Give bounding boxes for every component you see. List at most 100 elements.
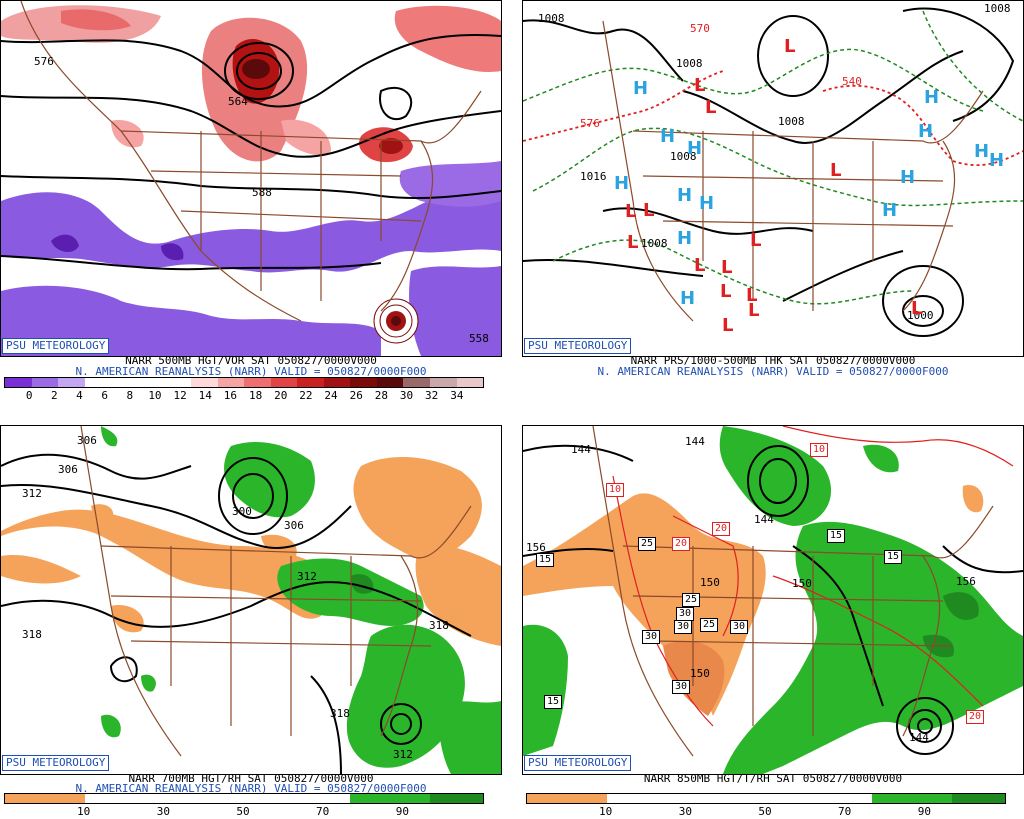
temperature-box-label: 25 <box>638 537 657 551</box>
colorbar-swatch <box>403 378 430 387</box>
isobar-label: 1008 <box>676 57 703 70</box>
colorbar-ticks: 10 30 50 70 90 <box>4 805 482 818</box>
colorbar-swatch <box>350 378 377 387</box>
high-pressure-marker: H <box>924 87 940 108</box>
colorbar-swatch <box>217 378 245 387</box>
contour-label: 318 <box>429 619 449 632</box>
colorbar-swatch <box>686 794 713 803</box>
colorbar-swatch <box>190 794 218 803</box>
map-700mb <box>0 425 502 775</box>
contour-label: 576 <box>34 55 54 68</box>
colorbar-tick-label: 70 <box>316 805 330 818</box>
colorbar-swatch <box>217 794 245 803</box>
isobar-label: 1008 <box>670 150 697 163</box>
colorbar-swatch <box>456 378 484 387</box>
colorbar-swatch <box>430 378 457 387</box>
high-pressure-marker: H <box>614 173 630 194</box>
panel-500mb-vorticity: 576 564 588 558 PSU METEOROLOGY NARR 500… <box>0 0 502 402</box>
temperature-box-label: 30 <box>642 630 661 644</box>
high-pressure-marker: H <box>687 138 703 159</box>
temperature-box-label: 10 <box>606 483 625 497</box>
map-700mb-svg <box>1 426 501 774</box>
low-pressure-marker: L <box>694 255 706 276</box>
contour-label: 300 <box>232 505 252 518</box>
low-pressure-marker: L <box>705 97 717 118</box>
contour-label: 306 <box>77 434 97 447</box>
colorbar-swatch <box>137 794 165 803</box>
temperature-box-label: 15 <box>827 529 846 543</box>
colorbar-tick-label: 0 <box>25 389 33 402</box>
colorbar-swatch <box>164 794 191 803</box>
psu-meteorology-badge: PSU METEOROLOGY <box>524 755 632 771</box>
colorbar-swatch <box>350 794 377 803</box>
colorbar-swatch <box>84 794 112 803</box>
colorbar <box>526 793 1006 804</box>
map-surface-svg <box>523 1 1023 356</box>
colorbar-swatch <box>111 378 138 387</box>
panel-surface-thickness: 1008 570 1008 1008 576 1016 1008 1008 10… <box>522 0 1024 392</box>
colorbar-tick-label: 24 <box>324 389 338 402</box>
colorbar-swatch <box>58 378 85 387</box>
map-caption: NARR 700MB HGT/RH SAT 050827/0000V000 <box>128 772 374 785</box>
map-caption-valid: N. AMERICAN REANALYSIS (NARR) VALID = 05… <box>75 365 427 378</box>
colorbar-ticks: 0 2 4 6 8 10 12 14 16 18 20 22 24 26 28 30 32 34 <box>4 389 482 402</box>
colorbar <box>4 377 484 388</box>
temperature-box-label: 30 <box>676 607 695 621</box>
temperature-box-label: 20 <box>966 710 985 724</box>
map-caption-valid: N. AMERICAN REANALYSIS (NARR) VALID = 05… <box>75 782 427 795</box>
high-pressure-marker: H <box>699 193 715 214</box>
map-850mb-svg <box>523 426 1023 774</box>
colorbar-tick-label: 28 <box>374 389 388 402</box>
low-pressure-marker: L <box>627 232 639 253</box>
thickness-label: 576 <box>580 117 600 130</box>
colorbar-tick-label: 2 <box>51 389 58 402</box>
colorbar-tick-label: 30 <box>678 805 692 818</box>
colorbar-tick-label: 30 <box>156 805 170 818</box>
contour-label: 144 <box>571 443 591 456</box>
high-pressure-marker: H <box>918 121 934 142</box>
colorbar-tick-label: 20 <box>274 389 288 402</box>
colorbar-swatch <box>323 794 351 803</box>
colorbar-swatch <box>403 794 430 803</box>
colorbar-tick-label: 90 <box>917 805 931 818</box>
colorbar-swatch <box>872 794 899 803</box>
colorbar-tick-label: 8 <box>126 389 134 402</box>
contour-label: 144 <box>909 731 929 744</box>
temperature-box-label: 20 <box>672 537 691 551</box>
colorbar-tick-label: 34 <box>450 389 464 402</box>
colorbar-swatch <box>527 794 554 803</box>
high-pressure-marker: H <box>660 126 676 147</box>
colorbar-tick-label: 12 <box>173 389 187 402</box>
map-850mb <box>522 425 1024 775</box>
low-pressure-marker: L <box>746 285 758 306</box>
isobar-label: 1008 <box>984 2 1011 15</box>
isobar-label: 1008 <box>641 237 668 250</box>
contour-label: 564 <box>228 95 248 108</box>
colorbar-swatch <box>137 378 165 387</box>
colorbar <box>4 793 484 804</box>
colorbar-tick-label: 16 <box>223 389 238 402</box>
colorbar-swatch <box>430 794 457 803</box>
colorbar-tick-label: 70 <box>838 805 852 818</box>
colorbar-swatch <box>739 794 767 803</box>
low-pressure-marker: L <box>722 315 734 336</box>
contour-label: 306 <box>284 519 304 532</box>
low-pressure-marker: L <box>748 300 760 321</box>
high-pressure-marker: H <box>680 288 696 309</box>
low-pressure-marker: L <box>625 201 637 222</box>
temperature-box-label: 25 <box>700 618 719 632</box>
psu-meteorology-badge: PSU METEOROLOGY <box>2 755 110 771</box>
temperature-box-label: 15 <box>884 550 903 564</box>
temperature-box-label: 30 <box>674 620 693 634</box>
colorbar-swatch <box>111 794 138 803</box>
temperature-box-label: 30 <box>672 680 691 694</box>
contour-label: 588 <box>252 186 272 199</box>
temperature-box-label: 20 <box>712 522 731 536</box>
panel-700mb-rh: 306 306 312 300 306 312 318 318 318 312 … <box>0 425 502 818</box>
low-pressure-marker: L <box>784 36 796 57</box>
colorbar-swatch <box>190 378 218 387</box>
high-pressure-marker: H <box>677 228 693 249</box>
map-surface <box>522 0 1024 357</box>
contour-label: 558 <box>469 332 489 345</box>
map-caption-valid: N. AMERICAN REANALYSIS (NARR) VALID = 05… <box>597 365 949 378</box>
